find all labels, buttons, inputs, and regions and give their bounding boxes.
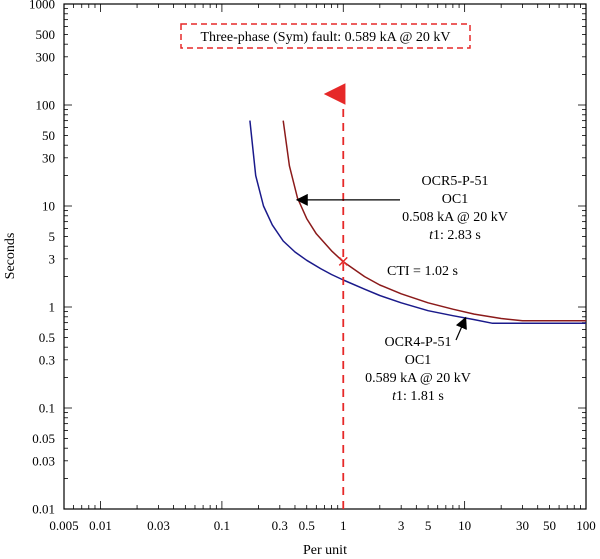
ocr4-label-3: 0.589 kA @ 20 kV [365, 371, 471, 386]
x-tick-label: 5 [425, 518, 432, 533]
y-tick-label: 3 [49, 251, 56, 266]
y-tick-label: 0.05 [32, 431, 55, 446]
ocr4-annotation: OCR4-P-51 OC1 0.589 kA @ 20 kV t1: 1.81 … [365, 316, 471, 404]
x-tick-label: 0.03 [147, 518, 170, 533]
series-layer [249, 120, 586, 325]
series-line-1 [282, 120, 586, 322]
x-tick-label: 0.005 [49, 518, 78, 533]
fault-box-label: Three-phase (Sym) fault: 0.589 kA @ 20 k… [200, 30, 450, 45]
ocr5-label-1: OCR5-P-51 [422, 174, 489, 189]
ocr5-label-4: t1: 2.83 s [429, 228, 481, 243]
x-tick-label: 1 [340, 518, 347, 533]
y-tick-label: 1000 [29, 0, 55, 12]
y-tick-label: 30 [42, 150, 55, 165]
y-tick-label: 10 [42, 199, 55, 214]
x-tick-label: 30 [516, 518, 529, 533]
y-tick-label: 50 [42, 128, 55, 143]
ocr5-label-3: 0.508 kA @ 20 kV [402, 210, 508, 225]
x-tick-label: 0.1 [214, 518, 230, 533]
x-tick-label: 0.5 [299, 518, 315, 533]
fault-box-border [180, 23, 471, 49]
x-axis-ticks: 0.005 0.01 0.03 0.1 0.3 0.5 1 3 5 10 30 50 100 [49, 518, 595, 533]
y-tick-label: 500 [36, 27, 56, 42]
fault-box: Three-phase (Sym) fault: 0.589 kA @ 20 k… [180, 23, 471, 49]
y-tick-label: 300 [36, 49, 56, 64]
y-tick-label: 0.5 [39, 330, 55, 345]
plot-frame [63, 3, 587, 510]
x-tick-label: 10 [458, 518, 471, 533]
y-tick-label: 1 [49, 300, 56, 315]
ocr4-label-2: OC1 [405, 353, 431, 368]
fault-marker-stroke [338, 256, 348, 266]
ocr4-label-1: OCR4-P-51 [385, 335, 452, 350]
ocr4-arrow [455, 316, 467, 341]
minor-ticks [63, 4, 587, 510]
x-axis-title: Per unit [303, 543, 347, 558]
y-tick-label: 0.3 [39, 352, 55, 367]
y-tick-label: 5 [49, 229, 56, 244]
cti-label: CTI = 1.02 s [387, 264, 458, 279]
fault-intersection-marker [338, 256, 348, 266]
y-axis-title: Seconds [3, 233, 18, 280]
ocr5-label-2: OC1 [442, 192, 468, 207]
ocr4-label-4: t1: 1.81 s [392, 389, 444, 404]
x-tick-label: 0.01 [89, 518, 112, 533]
y-tick-label: 0.01 [32, 502, 55, 517]
y-tick-label: 0.1 [39, 401, 55, 416]
y-axis-ticks: 0.01 0.03 0.05 0.1 0.3 0.5 1 3 5 10 30 50 100 300 500 1… [29, 0, 55, 517]
x-tick-label: 100 [576, 518, 596, 533]
y-tick-label: 0.03 [32, 453, 55, 468]
x-tick-label: 3 [398, 518, 405, 533]
ocr5-annotation: OCR5-P-51 OC1 0.508 kA @ 20 kV t1: 2.83 … [295, 174, 508, 243]
series-line-2 [249, 120, 586, 325]
y-tick-label: 100 [36, 98, 56, 113]
x-tick-label: 0.3 [272, 518, 288, 533]
x-tick-label: 50 [543, 518, 556, 533]
